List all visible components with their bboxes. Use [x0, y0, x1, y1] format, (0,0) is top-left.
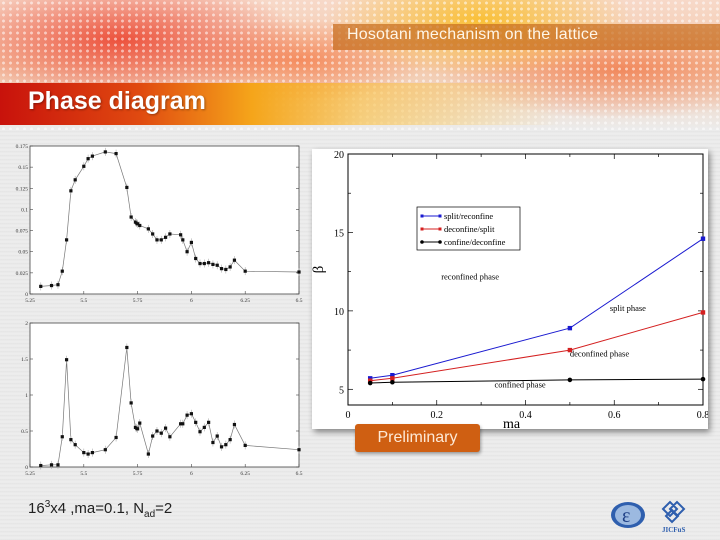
svg-text:JICFuS: JICFuS [662, 526, 685, 534]
circle-e-logo-icon: ε [611, 502, 645, 528]
logos: ε JICFuS [611, 500, 685, 534]
svg-text:β: β [312, 266, 327, 274]
svg-text:ma: ma [503, 417, 521, 429]
title-band [0, 83, 560, 125]
svg-text:0.4: 0.4 [519, 410, 532, 421]
header-banner: Hosotani mechanism on the lattice Phase … [0, 0, 720, 130]
subtitle-band [333, 24, 720, 50]
svg-text:5.75: 5.75 [133, 298, 143, 304]
svg-text:split/reconfine: split/reconfine [444, 211, 493, 221]
svg-text:confine/deconfine: confine/deconfine [444, 237, 506, 247]
svg-text:deconfine/split: deconfine/split [444, 224, 495, 234]
svg-text:5.25: 5.25 [25, 298, 35, 304]
svg-text:confined phase: confined phase [494, 380, 545, 390]
svg-text:0.05: 0.05 [18, 250, 28, 256]
svg-text:0: 0 [346, 410, 351, 421]
phase-diagram-frame: 0 0.2 0.4 0.6 0.8 5 10 15 20 ma β reconfined phase s… [311, 149, 709, 432]
svg-text:0.6: 0.6 [608, 410, 621, 421]
svg-text:5: 5 [339, 385, 344, 396]
svg-text:0: 0 [25, 292, 28, 298]
svg-text:0.15: 0.15 [18, 165, 28, 171]
left-charts: 5.25 5.5 5.75 6 6.25 6.5 0 0.025 0.05 0.075 0.1 0.1… [16, 144, 303, 477]
svg-text:0.1: 0.1 [21, 207, 28, 213]
svg-text:ε: ε [622, 505, 630, 527]
svg-text:reconfined phase: reconfined phase [441, 272, 499, 282]
svg-text:0.5: 0.5 [21, 429, 28, 435]
footnote-parameters: 163x4 ,ma=0.1, Nad=2 [28, 499, 172, 520]
svg-text:0.125: 0.125 [16, 186, 29, 192]
preliminary-badge: Preliminary [355, 424, 480, 452]
jicfus-logo-icon: JICFuS [661, 500, 685, 534]
slide-subtitle: Hosotani mechanism on the lattice [347, 26, 599, 43]
svg-text:6.5: 6.5 [296, 298, 303, 304]
footnote-sub: ad [144, 509, 156, 520]
footnote-mid: x4 ,ma=0.1, N [50, 500, 145, 517]
svg-text:deconfined phase: deconfined phase [570, 348, 629, 358]
svg-text:0.075: 0.075 [16, 229, 29, 235]
footnote-end: =2 [155, 500, 173, 517]
svg-text:6: 6 [190, 471, 193, 477]
svg-text:0: 0 [25, 465, 28, 471]
svg-text:6.25: 6.25 [240, 471, 250, 477]
svg-text:0.175: 0.175 [16, 144, 29, 150]
chart-right-phase: 0 0.2 0.4 0.6 0.8 5 10 15 20 ma β reconfined phase s… [311, 150, 709, 432]
svg-text:0.8: 0.8 [697, 410, 708, 421]
chart-legend: split/reconfine deconfine/split confine/de… [416, 206, 521, 251]
svg-text:10: 10 [334, 307, 344, 318]
svg-text:1: 1 [25, 393, 28, 399]
svg-text:5.5: 5.5 [80, 471, 87, 477]
svg-text:20: 20 [334, 150, 344, 161]
svg-text:15: 15 [334, 228, 344, 239]
chart-top-left: 5.25 5.5 5.75 6 6.25 6.5 0 0.025 0.05 0.075 0.1 0.1… [16, 144, 303, 304]
svg-text:6.5: 6.5 [296, 471, 303, 477]
footnote-base: 16 [28, 500, 45, 517]
footnote-sup: 3 [44, 499, 51, 510]
svg-text:6.25: 6.25 [240, 298, 250, 304]
svg-text:split phase: split phase [610, 303, 646, 313]
svg-text:5.5: 5.5 [80, 298, 87, 304]
slide-title: Phase diagram [28, 87, 206, 115]
svg-text:5.75: 5.75 [133, 471, 143, 477]
svg-text:5.25: 5.25 [25, 471, 35, 477]
phase-diagram-chart: 0 0.2 0.4 0.6 0.8 5 10 15 20 ma β reconfined phase s… [311, 150, 709, 432]
svg-text:6: 6 [190, 298, 193, 304]
svg-text:0.025: 0.025 [16, 271, 29, 277]
svg-text:2: 2 [25, 321, 28, 327]
svg-text:1.5: 1.5 [21, 357, 28, 363]
svg-text:0.2: 0.2 [431, 410, 444, 421]
chart-bottom-left: 5.25 5.5 5.75 6 6.25 6.5 0 0.5 1 1.5 2 [21, 321, 303, 477]
